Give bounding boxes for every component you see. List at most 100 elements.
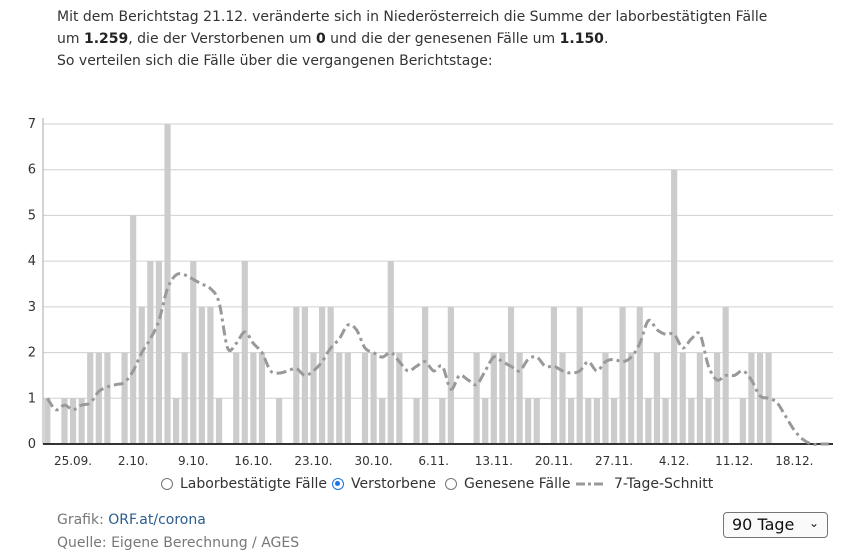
bar (344, 352, 351, 444)
bar (610, 398, 618, 444)
bar (173, 398, 180, 444)
bar (636, 306, 643, 444)
bar (276, 398, 283, 444)
bar (95, 352, 102, 444)
legend-label-avg: 7-Tage-Schnitt (614, 476, 714, 492)
x-tick-label: 11.12. (715, 454, 753, 468)
bar (499, 352, 506, 444)
bar (61, 398, 68, 444)
y-tick-label: 3 (28, 300, 36, 315)
bar (413, 398, 420, 444)
intro-text: Mit dem Berichtstag 21.12. veränderte si… (57, 6, 837, 72)
bar (550, 306, 558, 444)
y-tick-label: 7 (28, 117, 36, 132)
bar (198, 306, 205, 444)
bar (568, 398, 575, 444)
bar (679, 352, 686, 444)
bar (490, 352, 497, 444)
x-tick-label: 27.11. (595, 454, 633, 468)
bar (258, 352, 266, 444)
bar (78, 398, 85, 444)
bar (507, 306, 515, 444)
bar (473, 352, 480, 444)
x-tick-label: 2.10. (118, 454, 149, 468)
source-credit: Quelle: Eigene Berechnung / AGES (57, 535, 300, 551)
x-tick-label: 6.11. (418, 454, 449, 468)
bar (645, 398, 652, 444)
bar (379, 398, 386, 444)
legend-radio-confirmed[interactable]: Laborbestätigte Fälle (161, 476, 327, 492)
bar (233, 352, 240, 444)
x-tick-label: 20.11. (535, 454, 573, 468)
bar (705, 398, 712, 444)
y-tick-label: 0 (28, 437, 36, 452)
y-tick-label: 2 (28, 346, 36, 361)
range-select-value: 90 Tage (732, 515, 795, 534)
y-tick-label: 4 (28, 254, 36, 269)
x-tick-label: 18.12. (775, 454, 813, 468)
bar (688, 398, 695, 444)
legend-label-confirmed: Laborbestätigte Fälle (180, 476, 328, 492)
bar (722, 306, 729, 444)
bar (181, 352, 188, 444)
legend-label-recovered: Genesene Fälle (464, 476, 571, 492)
chevron-down-icon: ⌄ (808, 516, 819, 530)
bar (602, 352, 609, 444)
bar (713, 352, 721, 444)
x-tick-label: 4.12. (659, 454, 690, 468)
bar (619, 306, 626, 444)
legend-radio-recovered[interactable]: Genesene Fälle (445, 476, 571, 492)
bar (310, 352, 317, 444)
bar (164, 124, 171, 444)
bar (739, 398, 746, 444)
bar (593, 398, 600, 444)
bar (525, 398, 532, 444)
radio-icon (161, 478, 173, 490)
radio-icon (445, 478, 457, 490)
bar (696, 352, 703, 444)
orf-corona-link[interactable]: ORF.at/corona (108, 512, 206, 528)
intro-line-3: So verteilen sich die Fälle über die ver… (57, 53, 493, 69)
bar (130, 215, 137, 444)
bar (361, 352, 369, 444)
bar (396, 352, 403, 444)
bar (576, 306, 583, 444)
x-tick-label: 23.10. (294, 454, 332, 468)
bar (422, 306, 429, 444)
deaths-change: 0 (315, 31, 326, 47)
bar (44, 398, 51, 444)
range-select[interactable]: 90 Tage ⌄ (723, 512, 828, 538)
bar (190, 261, 197, 444)
dash-dot-line-icon (576, 482, 606, 486)
bar (147, 261, 154, 444)
intro-line-2: um 1.259, die der Verstorbenen um 0 und … (57, 31, 609, 47)
bar (756, 352, 764, 444)
bar (748, 352, 755, 444)
legend-radio-deaths[interactable]: Verstorbene (332, 476, 436, 492)
bar (138, 306, 145, 444)
bar (387, 261, 394, 444)
bar (250, 352, 257, 444)
x-tick-label: 9.10. (178, 454, 209, 468)
x-tick-label: 13.11. (475, 454, 513, 468)
bar (559, 352, 566, 444)
bar (653, 352, 661, 444)
bar (662, 398, 669, 444)
bar (207, 306, 214, 444)
recovered-change: 1.150 (559, 31, 604, 47)
bar (87, 352, 94, 444)
bar (121, 352, 128, 444)
bar (533, 398, 540, 444)
bar (585, 398, 592, 444)
bar (104, 352, 111, 444)
bar (69, 398, 77, 444)
bar (318, 306, 326, 444)
y-tick-label: 5 (28, 208, 36, 223)
bar (628, 352, 635, 444)
x-tick-label: 16.10. (234, 454, 272, 468)
bar (370, 352, 377, 444)
x-tick-label: 25.09. (54, 454, 92, 468)
bar (336, 352, 343, 444)
chart-legend: Laborbestätigte Fälle Verstorbene Genese… (0, 476, 857, 498)
bar (215, 398, 223, 444)
